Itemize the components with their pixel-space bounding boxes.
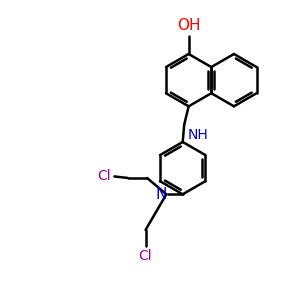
Text: OH: OH (177, 18, 200, 33)
Text: N: N (156, 187, 167, 202)
Text: Cl: Cl (139, 249, 152, 263)
Text: Cl: Cl (98, 169, 111, 183)
Text: NH: NH (188, 128, 208, 142)
